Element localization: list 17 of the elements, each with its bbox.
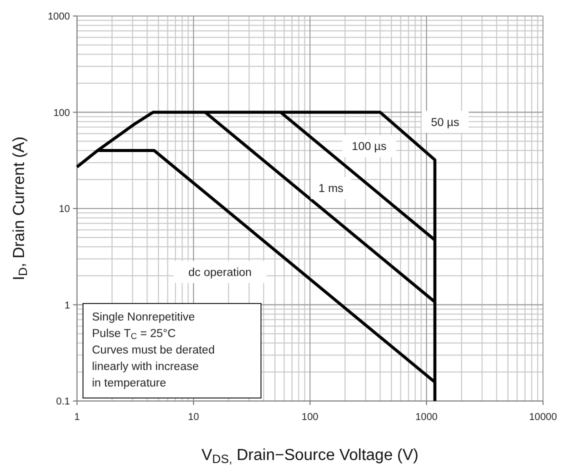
x-tick-label: 1 bbox=[74, 412, 80, 423]
x-tick-label: 100 bbox=[302, 412, 319, 423]
y-tick-label: 10 bbox=[58, 204, 70, 215]
note-box: Single Nonrepetitive Pulse T$_{C}$ = 25°C Curves must be derated linearly with increase in temperature bbox=[82, 303, 262, 398]
text: dc operation bbox=[188, 267, 252, 280]
x-tick-label: 1000 bbox=[415, 412, 438, 423]
x-tick-label: 10 bbox=[188, 412, 200, 423]
y-tick-label: 1 bbox=[64, 300, 70, 312]
annotation: Single Nonrepetitive Pulse T$_{C}$ = 25°C Curves must be derated linearly with increase in temperature bbox=[92, 312, 215, 390]
y-tick-label: 0.1 bbox=[56, 396, 70, 408]
x-axis-title: V$_{DS,}$ Drain−Source Voltage (V) bbox=[201, 447, 419, 466]
series-label: 50 µs bbox=[430, 116, 460, 129]
series-label: 1 ms bbox=[318, 183, 344, 196]
y-tick-label: 1000 bbox=[48, 12, 70, 22]
y-tick-label: 100 bbox=[53, 108, 70, 119]
series-label: 100 µs bbox=[352, 141, 387, 154]
x-tick-label: 10000 bbox=[529, 412, 558, 423]
